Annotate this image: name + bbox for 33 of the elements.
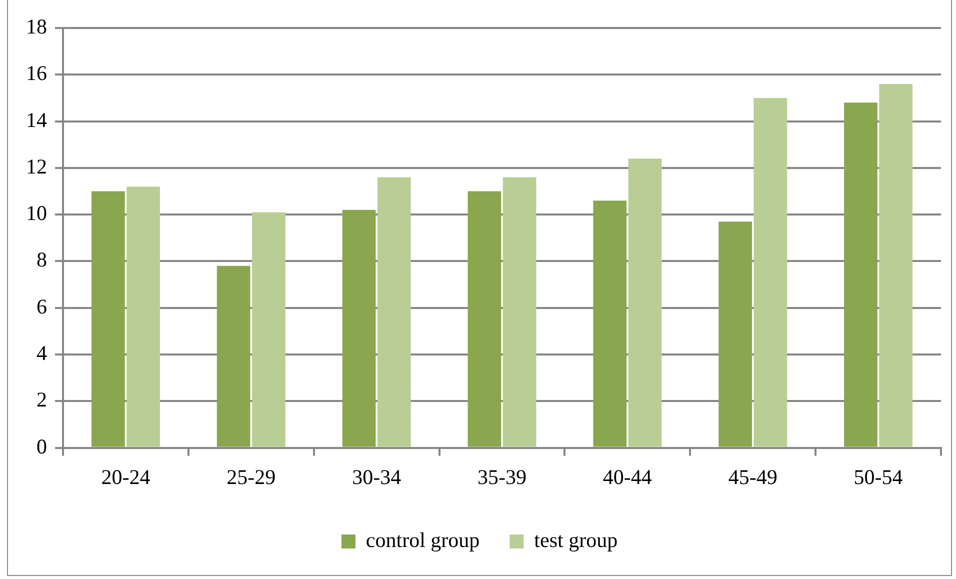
- bar: [377, 177, 411, 447]
- x-tick-label: 25-29: [226, 464, 276, 489]
- y-tick-label: 18: [26, 14, 47, 39]
- x-tick-label: 45-49: [728, 464, 778, 489]
- x-tick-label: 35-39: [478, 464, 526, 489]
- bar: [628, 158, 662, 447]
- y-tick-label: 4: [36, 341, 48, 366]
- bar: [91, 191, 125, 447]
- bar: [879, 84, 913, 447]
- y-tick-label: 10: [26, 201, 47, 226]
- legend-label: test group: [534, 528, 618, 552]
- bar: [126, 186, 160, 447]
- bar: [718, 222, 752, 447]
- bar: [502, 177, 536, 447]
- bar: [593, 200, 627, 447]
- y-tick-label: 8: [36, 248, 47, 272]
- x-tick-label: 30-34: [352, 464, 402, 489]
- bar: [342, 210, 376, 447]
- legend-label: control group: [366, 528, 480, 552]
- y-tick-label: 14: [26, 108, 48, 132]
- y-tick-label: 16: [26, 61, 47, 86]
- bar: [754, 98, 788, 447]
- y-tick-label: 6: [36, 294, 47, 318]
- x-tick-label: 50-54: [854, 464, 904, 489]
- y-tick-label: 0: [36, 434, 47, 458]
- bar: [844, 102, 878, 447]
- y-tick-label: 2: [36, 388, 47, 412]
- y-tick-label: 12: [26, 154, 47, 178]
- x-tick-label: 40-44: [602, 464, 652, 489]
- bar: [216, 266, 250, 447]
- x-tick-label: 20-24: [101, 464, 151, 489]
- bar: [252, 212, 286, 447]
- bar: [468, 191, 502, 447]
